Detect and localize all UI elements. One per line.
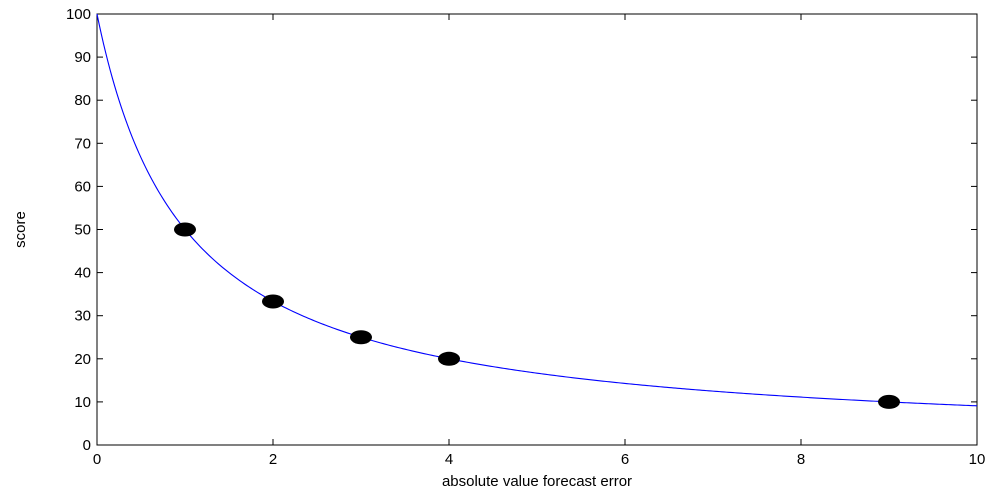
data-point [878, 394, 900, 409]
data-point [262, 294, 284, 309]
plot-frame-group [96, 13, 978, 446]
y-tick-label: 20 [74, 351, 91, 368]
y-tick-label: 50 [74, 222, 91, 239]
data-point [438, 351, 460, 366]
y-tick-label: 10 [74, 394, 91, 411]
y-tick-label: 30 [74, 308, 91, 325]
y-tick-label: 0 [83, 437, 91, 454]
data-points [174, 222, 900, 409]
y-axis-ticks: 0 10 20 30 40 50 60 70 80 90 100 [66, 6, 977, 454]
x-tick-label: 0 [93, 451, 101, 468]
x-axis-ticks: 0 2 4 6 8 10 [93, 14, 986, 468]
x-tick-label: 4 [445, 451, 453, 468]
y-tick-label: 70 [74, 135, 91, 152]
x-tick-label: 6 [621, 451, 629, 468]
fit-curve [96, 13, 978, 407]
y-tick-label: 90 [74, 49, 91, 66]
y-tick-label: 40 [74, 265, 91, 282]
y-tick-label: 100 [66, 6, 91, 23]
data-point [174, 222, 196, 237]
plot-frame [96, 13, 978, 446]
x-tick-label: 8 [797, 451, 805, 468]
x-axis-label: absolute value forecast error [442, 473, 632, 490]
y-tick-label: 60 [74, 178, 91, 195]
x-tick-label: 10 [969, 451, 986, 468]
y-axis-label: score [12, 211, 29, 248]
y-tick-label: 80 [74, 92, 91, 109]
x-tick-label: 2 [269, 451, 277, 468]
data-point [350, 330, 372, 345]
